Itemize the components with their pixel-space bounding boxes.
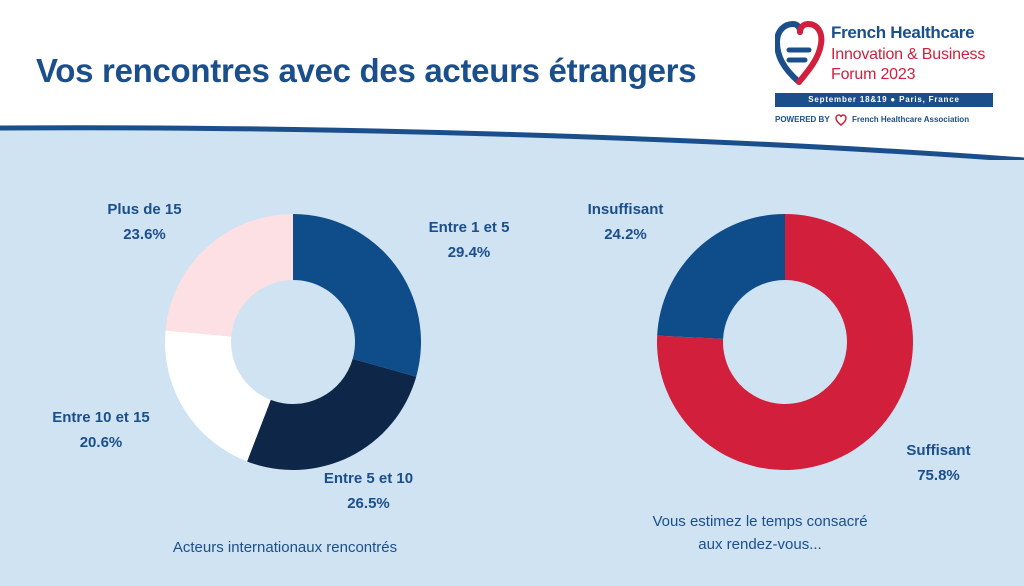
- logo-year: Forum 2023: [831, 66, 916, 83]
- header-background: [0, 0, 1024, 160]
- forum-logo: French Healthcare Innovation & Business …: [775, 20, 1000, 130]
- logo-powered-by: POWERED BY French Healthcare Association: [775, 114, 993, 126]
- logo-name: French Healthcare: [831, 23, 975, 42]
- powered-by-text: POWERED BY: [775, 115, 830, 125]
- temps-slice-insuffisant: [657, 214, 785, 339]
- label-suffisant-name: Suffisant: [906, 442, 971, 459]
- label-entre-10-et-15-name: Entre 10 et 15: [52, 409, 150, 426]
- page-title: Vos rencontres avec des acteurs étranger…: [36, 52, 697, 89]
- label-insuffisant-name: Insuffisant: [587, 201, 664, 218]
- label-entre-10-et-15-value: 20.6%: [79, 434, 123, 451]
- label-entre-1-et-5-name: Entre 1 et 5: [428, 219, 510, 236]
- label-entre-5-et-10-name: Entre 5 et 10: [323, 470, 414, 487]
- acteurs-slice-plus-de-15: [165, 214, 293, 337]
- temps-slice-suffisant: [657, 214, 914, 470]
- label-entre-1-et-5: Entre 1 et 5 29.4%: [410, 215, 528, 265]
- acteurs-slice-entre-10-et-15: [165, 330, 271, 462]
- association-heart-icon: [835, 114, 847, 126]
- caption-temps: Vous estimez le temps consacré aux rende…: [610, 510, 910, 556]
- label-plus-de-15-value: 23.6%: [123, 226, 166, 243]
- label-suffisant-value: 75.8%: [917, 467, 960, 484]
- label-insuffisant: Insuffisant 24.2%: [568, 197, 683, 247]
- logo-date-bar: September 18&19 ● Paris, France: [775, 93, 993, 107]
- label-entre-5-et-10-value: 26.5%: [347, 495, 390, 512]
- label-entre-10-et-15: Entre 10 et 15 20.6%: [37, 405, 165, 455]
- caption-temps-line1: Vous estimez le temps consacré: [652, 513, 868, 530]
- label-plus-de-15-name: Plus de 15: [107, 201, 182, 218]
- heart-logo-icon: [775, 20, 825, 85]
- association-name: French Healthcare Association: [852, 115, 970, 125]
- label-entre-1-et-5-value: 29.4%: [447, 244, 491, 261]
- label-suffisant: Suffisant 75.8%: [886, 438, 991, 488]
- logo-subtitle: Innovation & Business: [831, 46, 986, 63]
- caption-temps-line2: aux rendez-vous...: [698, 536, 822, 553]
- caption-acteurs: Acteurs internationaux rencontrés: [172, 539, 398, 556]
- label-insuffisant-value: 24.2%: [604, 226, 647, 243]
- label-entre-5-et-10: Entre 5 et 10 26.5%: [306, 466, 431, 516]
- acteurs-slice-entre-5-et-10: [247, 358, 417, 471]
- acteurs-slice-entre-1-et-5: [293, 214, 421, 377]
- label-plus-de-15: Plus de 15 23.6%: [92, 197, 197, 247]
